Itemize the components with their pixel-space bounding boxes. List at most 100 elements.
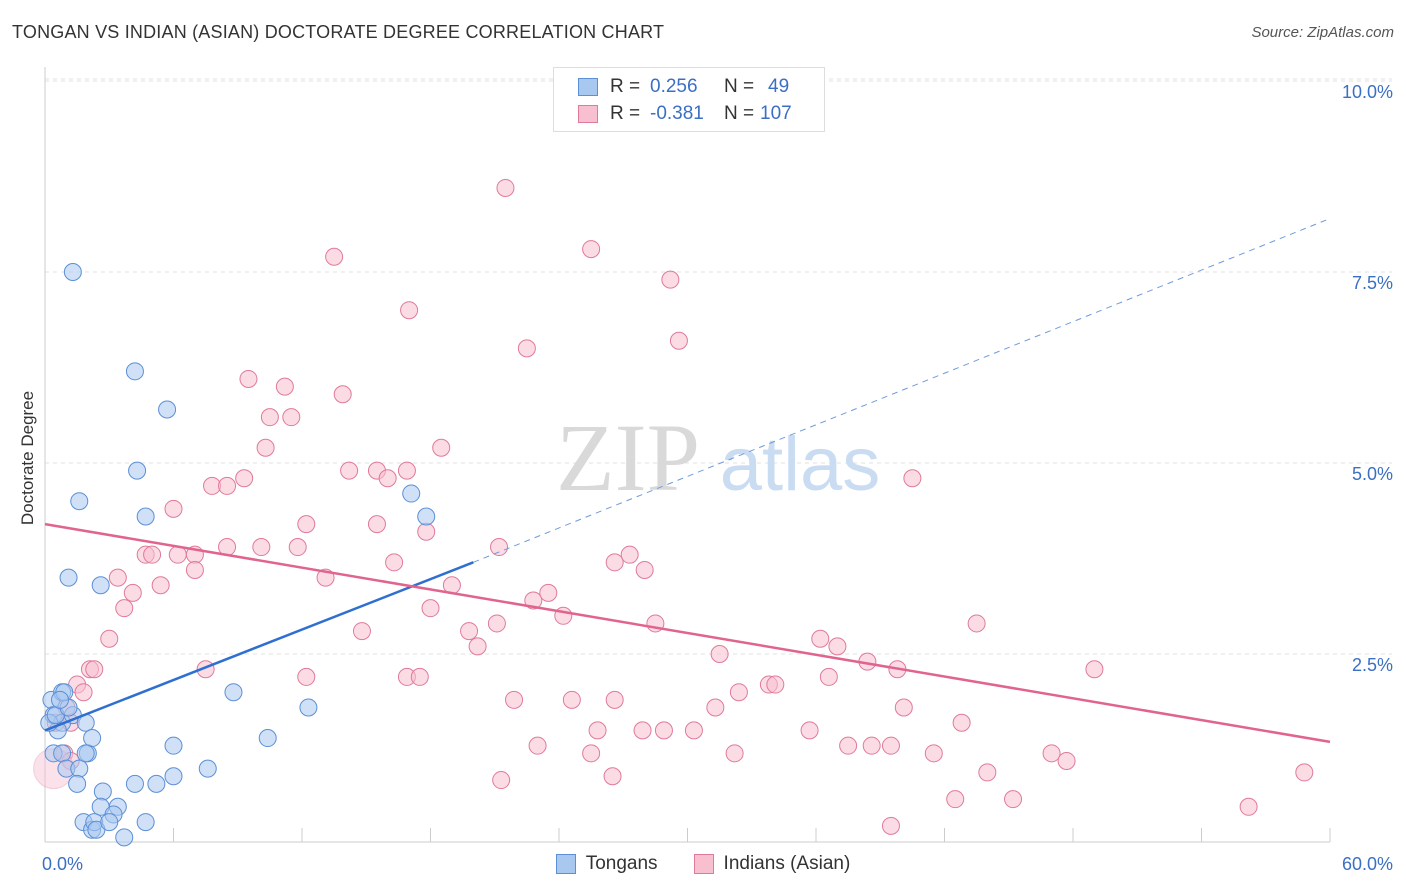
indian-point [635, 560, 654, 579]
indian-point [333, 385, 352, 404]
indian-point [605, 553, 624, 572]
indian-point [490, 538, 509, 557]
indian-point [235, 469, 254, 488]
legend-n-label: N = [724, 103, 755, 124]
legend-swatch-tongans [578, 78, 598, 96]
indian-point [582, 240, 601, 259]
indian-point [252, 538, 271, 557]
legend-swatch-indians [693, 854, 714, 874]
legend-label-tongans: Tongans [585, 853, 658, 874]
indian-point [340, 461, 359, 480]
y-tick-label: 7.5% [1352, 273, 1393, 293]
legend-r-label: R = [610, 76, 641, 97]
indian-point [325, 247, 344, 266]
tongan-point [50, 690, 69, 709]
indian-point [397, 461, 416, 480]
legend-item-tongans[interactable]: Tongans [555, 853, 658, 875]
tongan-point [91, 576, 110, 595]
tongan-point [402, 484, 421, 503]
indian-point [654, 721, 673, 740]
indian-point [894, 698, 913, 717]
indian-point [661, 270, 680, 289]
tongan-point [128, 461, 147, 480]
legend-n-value: 49 [768, 76, 790, 97]
y-axis-title: Doctorate Degree [18, 391, 37, 525]
tongan-point [76, 744, 95, 763]
tongan-point [258, 729, 277, 748]
indian-point [582, 744, 601, 763]
tongan-point [158, 400, 177, 419]
watermark: ZIP atlas [556, 404, 880, 511]
indian-point [352, 622, 371, 641]
tongan-point [147, 774, 166, 793]
tongan-point [68, 774, 87, 793]
indian-point [811, 629, 830, 648]
indian-points [33, 178, 1314, 835]
indian-point [828, 637, 847, 656]
indian-point [367, 515, 386, 534]
indian-point [946, 790, 965, 809]
indian-point [862, 736, 881, 755]
indian-point [952, 713, 971, 732]
tongan-point [136, 813, 155, 832]
indian-point [492, 771, 511, 790]
y-tick-label: 2.5% [1352, 655, 1393, 675]
legend-box: R = 0.256 N = 49 R = -0.381 N = 107 [553, 67, 825, 132]
legend-r-value: -0.381 [650, 103, 704, 124]
indian-point [605, 690, 624, 709]
indian-point [297, 515, 316, 534]
indian-point [967, 614, 986, 633]
indian-point [385, 553, 404, 572]
indian-point [528, 736, 547, 755]
bottom-legend: Tongans Indians (Asian) [0, 852, 1406, 876]
tongan-regression-line [44, 561, 474, 732]
indian-point [800, 721, 819, 740]
indian-point [151, 576, 170, 595]
indian-point [505, 690, 524, 709]
indian-point [421, 599, 440, 618]
indian-point [164, 499, 183, 518]
tongan-point [100, 813, 119, 832]
indian-point [260, 408, 279, 427]
indian-point [588, 721, 607, 740]
indian-point [1239, 797, 1258, 816]
indian-point [275, 377, 294, 396]
tongan-point [53, 744, 72, 763]
regression-lines [44, 218, 1331, 744]
indian-point [978, 763, 997, 782]
indian-point [85, 660, 104, 679]
indian-point [417, 522, 436, 541]
indian-point [378, 469, 397, 488]
indian-point [729, 683, 748, 702]
indian-point [903, 469, 922, 488]
indian-point [684, 721, 703, 740]
indian-point [725, 744, 744, 763]
x-tick-label: 0.0% [42, 854, 83, 874]
indian-point [496, 178, 515, 197]
legend-label-indians: Indians (Asian) [723, 853, 851, 874]
tongan-point [115, 828, 134, 847]
indian-point [123, 583, 142, 602]
indian-point [185, 560, 204, 579]
indian-point [924, 744, 943, 763]
legend-n-label: N = [724, 76, 755, 97]
indian-point [669, 331, 688, 350]
indian-point [562, 690, 581, 709]
legend-item-indians[interactable]: Indians (Asian) [693, 853, 851, 875]
indian-point [633, 721, 652, 740]
indian-point [282, 408, 301, 427]
indian-point [115, 599, 134, 618]
indian-point [487, 614, 506, 633]
tongan-point [70, 759, 89, 778]
indian-point [256, 438, 275, 457]
tongan-points [40, 263, 436, 847]
indian-point [239, 369, 258, 388]
indian-point [603, 767, 622, 786]
indian-point [620, 545, 639, 564]
legend-row-indians: R = -0.381 N = 107 [578, 102, 792, 126]
legend-row-tongans: R = 0.256 N = 49 [578, 75, 789, 99]
x-tick-label: 60.0% [1342, 854, 1393, 874]
legend-swatch-indians [578, 105, 598, 123]
indian-point [410, 667, 429, 686]
